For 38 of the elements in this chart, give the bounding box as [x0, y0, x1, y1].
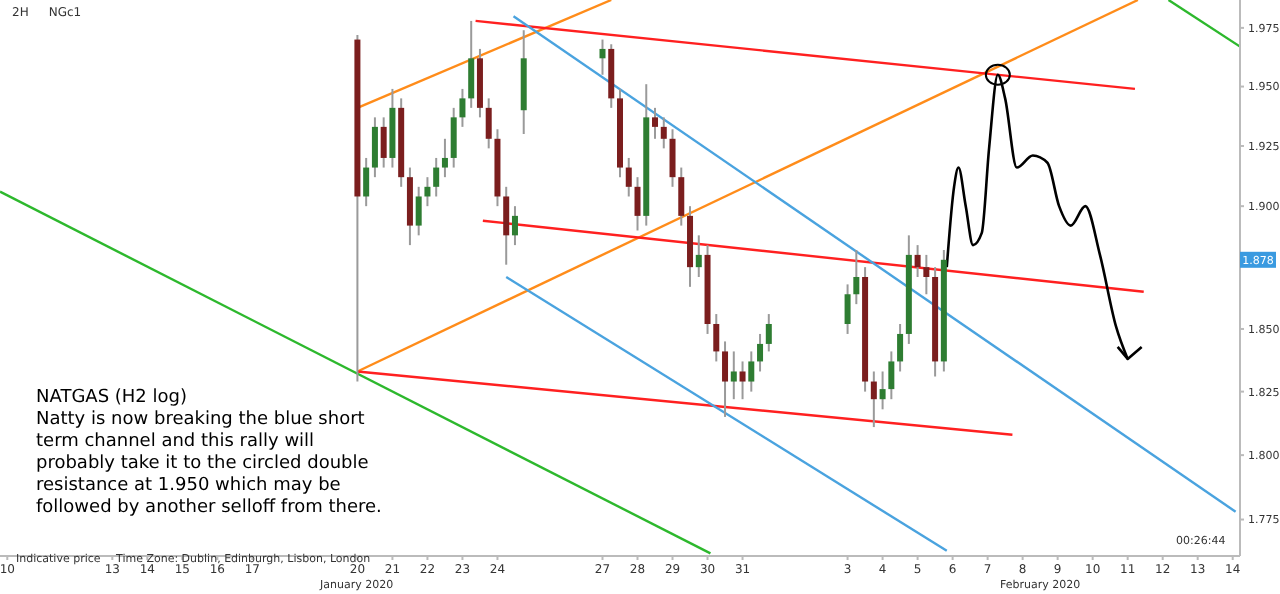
candlestick [459, 87, 466, 128]
candlestick [441, 137, 448, 179]
candlestick [485, 97, 492, 150]
candlestick [669, 128, 676, 188]
candlestick [748, 350, 755, 393]
candlestick [380, 116, 387, 169]
candlestick [468, 19, 475, 109]
candlestick [371, 116, 378, 179]
candlestick [923, 253, 930, 296]
annotation: NATGAS (H2 log) [36, 388, 187, 410]
candlestick [450, 106, 457, 169]
candlestick [424, 176, 431, 208]
candlestick [888, 350, 895, 401]
candlestick [879, 370, 886, 411]
candlestick [511, 205, 518, 247]
annotation: Natty is now breaking the blue short term channel and this rally will probably take it to the circled double resistance at 1.950 which may be followed by another selloff from there. [36, 410, 384, 520]
candlestick [739, 360, 746, 401]
candlestick [433, 156, 440, 198]
candlestick [652, 106, 659, 140]
candlestick [678, 166, 685, 227]
candlestick [599, 38, 606, 76]
candlestick [415, 185, 422, 237]
candlestick [844, 283, 851, 335]
candlestick [757, 332, 764, 373]
candlestick [853, 249, 860, 306]
candlestick [897, 322, 904, 373]
candlestick [634, 176, 641, 232]
candlestick [914, 244, 921, 278]
candlestick [660, 116, 667, 150]
candlestick [713, 313, 720, 363]
candlestick [503, 185, 510, 266]
candlestick [695, 234, 702, 278]
candlestick [363, 156, 370, 208]
candlestick [730, 350, 737, 401]
candlestick [722, 340, 729, 418]
candlestick [870, 370, 877, 429]
candlestick [625, 156, 632, 198]
candlestick [765, 313, 772, 353]
